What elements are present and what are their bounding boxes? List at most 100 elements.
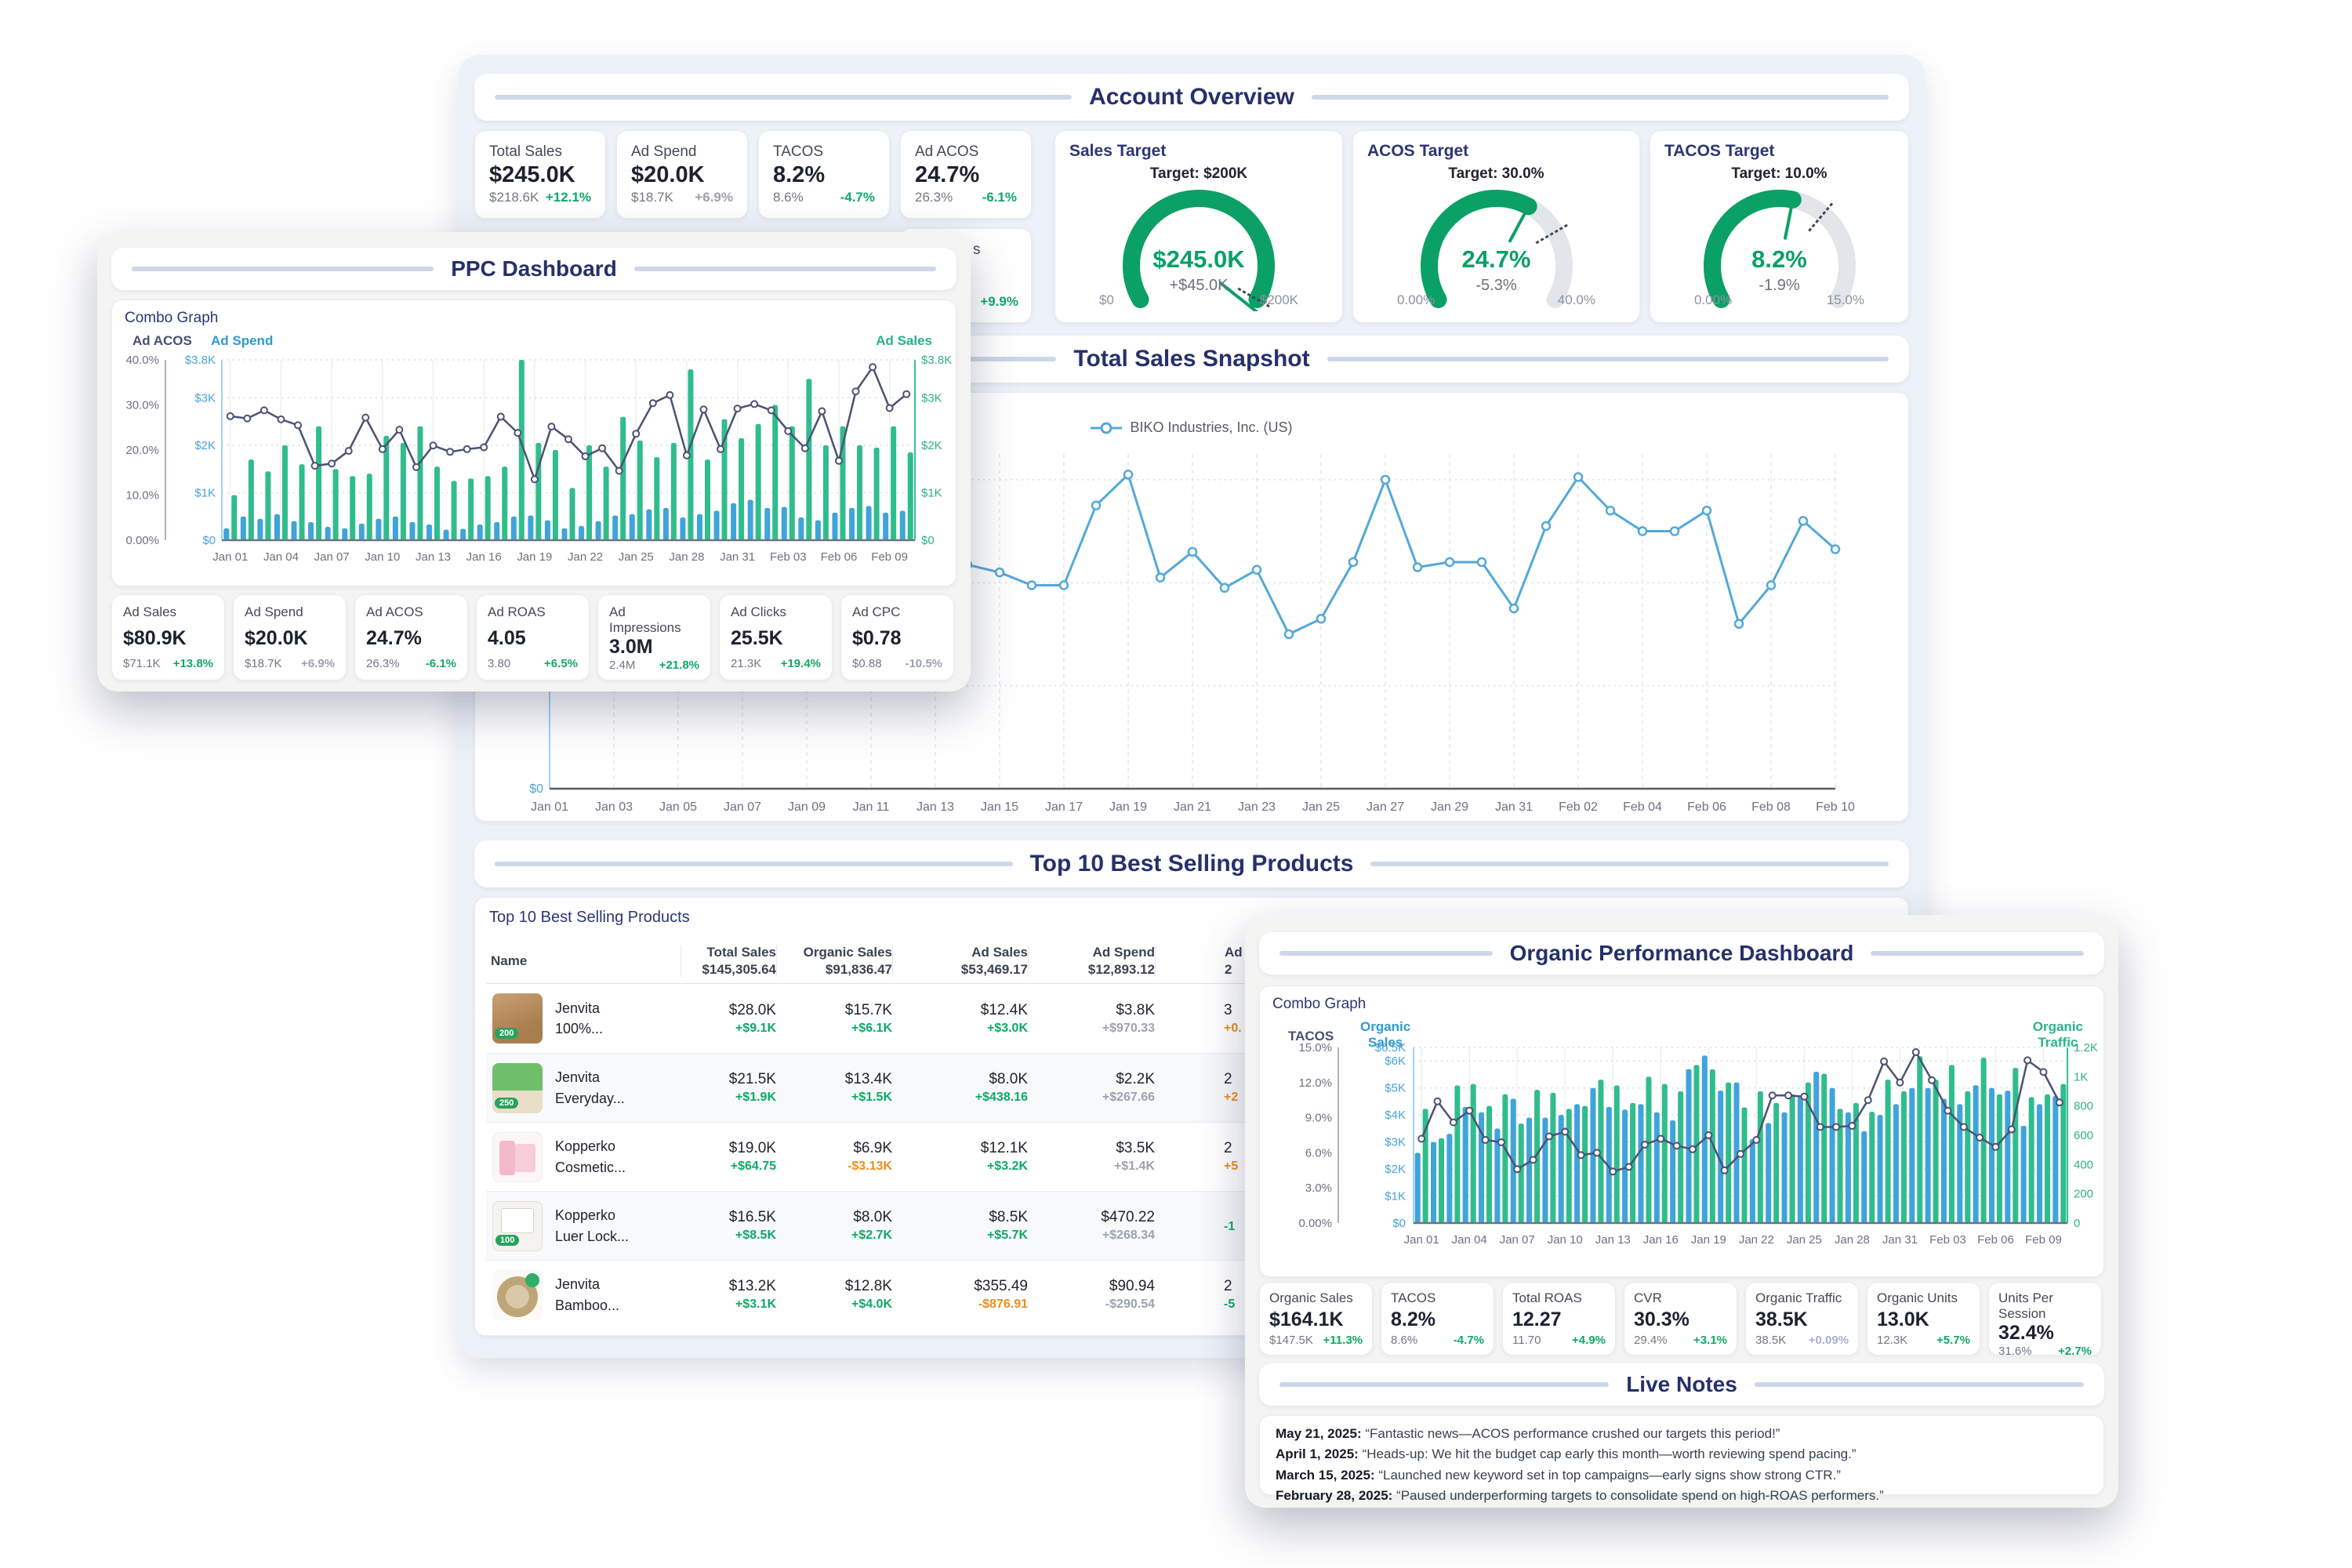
svg-text:Jan 13: Jan 13 (916, 800, 954, 814)
cell-delta: +0. (1224, 1021, 1242, 1035)
kpi-change: +2.7% (2058, 1345, 2092, 1358)
table-cell: $2.2K +$267.66 (1028, 1071, 1155, 1105)
svg-text:Jan 01: Jan 01 (212, 550, 248, 564)
account-overview-panel: Account Overview Total Sales $245.0K $218.… (459, 55, 1925, 1358)
svg-text:$4K: $4K (1385, 1109, 1406, 1122)
organic-combo-card: Combo Graph TACOS Organic Sales Organic … (1259, 985, 2104, 1277)
svg-text:Jan 22: Jan 22 (568, 550, 603, 564)
table-cell: $6.9K -$3.13K (776, 1140, 892, 1174)
gauge-max-label: 15.0% (1826, 292, 1864, 307)
kpi-label: TACOS (773, 143, 824, 160)
svg-text:Jan 28: Jan 28 (1835, 1233, 1870, 1247)
svg-text:Jan 19: Jan 19 (1109, 800, 1147, 814)
product-thumbnail (492, 1131, 543, 1182)
gauge-target-label: Target: 10.0% (1731, 165, 1828, 182)
svg-text:Jan 28: Jan 28 (669, 550, 704, 564)
gauge-delta: +$45.0K (1169, 277, 1229, 294)
kpi-card-total-sales: Total Sales $245.0K $218.6K +12.1% (474, 130, 606, 219)
gauge-min-label: 0.00% (1397, 292, 1436, 307)
kpi-partial-label-fragment: s (973, 241, 981, 258)
kpi-label: Ad Spend (245, 604, 303, 619)
top10-card-title: Top 10 Best Selling Products (489, 909, 690, 926)
header-line-left (1279, 951, 1493, 956)
cell-delta: +$5.7K (986, 1229, 1028, 1242)
table-cell: 2 +2 (1155, 1071, 1312, 1105)
kpi-card-organic-traffic: Organic Traffic 38.5K 38.5K +0.09% (1745, 1282, 1859, 1356)
cell-delta: +$268.34 (1102, 1229, 1155, 1242)
header-line-left (495, 862, 1013, 866)
svg-text:$1K: $1K (194, 486, 216, 499)
column-header-name[interactable]: Name (486, 946, 681, 977)
column-header-total-sales[interactable]: Total Sales $145,305.64 (681, 945, 776, 977)
column-label: Organic Sales (803, 945, 892, 960)
table-row-kopperko[interactable]: Kopperko Cosmetic... $19.0K +$64.75 $6.9K -$3… (486, 1122, 1897, 1191)
cell-delta: +2 (1224, 1091, 1239, 1104)
column-header-organic-sales[interactable]: Organic Sales $91,836.47 (776, 945, 892, 977)
svg-text:Jan 25: Jan 25 (1787, 1233, 1822, 1247)
table-row-jenvita[interactable]: 200 Jenvita 100%... $28.0K +$9.1K $15.7K +$6.1… (486, 984, 1897, 1053)
organic-legend-traffic[interactable]: Organic Traffic (2032, 1019, 2083, 1050)
kpi-card-tacos: TACOS 8.2% 8.6% -4.7% (1381, 1282, 1494, 1356)
svg-text:20.0%: 20.0% (125, 444, 159, 457)
kpi-prev-value: $18.7K (245, 657, 282, 670)
cell-value: $355.49 (974, 1278, 1028, 1294)
pack-count-badge: 250 (495, 1097, 519, 1109)
table-cell: $3.5K +$1.4K (1028, 1140, 1155, 1174)
product-name: Jenvita Everyday... (555, 1069, 625, 1106)
ppc-combo-card: Combo Graph Ad ACOS Ad Spend Ad Sales 0.… (111, 299, 956, 586)
svg-text:$3K: $3K (1385, 1136, 1406, 1149)
organic-legend-tacos[interactable]: TACOS (1288, 1029, 1334, 1044)
svg-text:Feb 03: Feb 03 (1929, 1233, 1966, 1247)
snapshot-legend-label: BIKO Industries, Inc. (US) (1130, 419, 1293, 435)
svg-text:Jan 31: Jan 31 (1882, 1233, 1918, 1247)
column-label: Ad Spend (1092, 945, 1155, 960)
ppc-legend-ad-spend[interactable]: Ad Spend (211, 333, 274, 348)
cell-delta: -1 (1224, 1220, 1236, 1233)
gauge-max-label: 40.0% (1557, 292, 1595, 307)
svg-text:Jan 17: Jan 17 (1045, 800, 1083, 814)
table-cell: $8.0K +$438.16 (892, 1071, 1028, 1105)
kpi-prev-value: 2.4M (609, 659, 636, 672)
kpi-label: Ad ROAS (488, 604, 546, 619)
kpi-prev-value: 8.6% (1391, 1334, 1418, 1347)
cell-value: $12.8K (844, 1278, 892, 1294)
snapshot-legend[interactable]: BIKO Industries, Inc. (US) (475, 419, 1908, 436)
table-cell: $90.94 -$290.54 (1028, 1278, 1155, 1312)
ppc-legend-ad-acos[interactable]: Ad ACOS (132, 333, 192, 348)
table-cell: $28.0K +$9.1K (681, 1002, 776, 1036)
ppc-legend-ad-sales[interactable]: Ad Sales (876, 333, 932, 348)
kpi-label: Total Sales (489, 143, 562, 160)
kpi-value: 3.0M (609, 636, 653, 658)
kpi-change: +11.3% (1323, 1334, 1363, 1347)
table-row-jenvita[interactable]: Jenvita Bamboo... $13.2K +$3.1K $12.8K +$4.0K… (486, 1260, 1897, 1329)
kpi-label: Units Per Session (1998, 1290, 2053, 1321)
organic-legend-sales[interactable]: Organic Sales (1360, 1019, 1411, 1050)
header-line-right (1370, 862, 1889, 866)
kpi-value: 24.7% (915, 162, 980, 187)
live-note: April 1, 2025: “Heads-up: We hit the bud… (1276, 1446, 1857, 1462)
organic-header: Organic Performance Dashboard (1259, 932, 2104, 975)
cell-delta: -$290.54 (1105, 1298, 1155, 1311)
gauge-title: Sales Target (1069, 142, 1167, 160)
kpi-value: $20.0K (245, 627, 308, 649)
kpi-card-ad-spend: Ad Spend $20.0K $18.7K +6.9% (233, 594, 347, 681)
svg-text:Jan 11: Jan 11 (853, 800, 890, 814)
kpi-value: 8.2% (1391, 1308, 1436, 1330)
column-header-ad-sales[interactable]: Ad Sales $53,469.17 (892, 945, 1028, 977)
svg-text:0: 0 (2074, 1217, 2080, 1230)
svg-text:Feb 06: Feb 06 (821, 550, 858, 564)
cell-delta: +$6.1K (851, 1021, 892, 1035)
table-cell: $3.8K +$970.33 (1028, 1002, 1155, 1036)
column-total: $91,836.47 (825, 961, 892, 977)
kpi-prev-value: 26.3% (915, 190, 953, 205)
top10-table-header: Name Total Sales $145,305.64 Organic Sales $… (486, 938, 1897, 984)
column-header-ad-spend[interactable]: Ad Spend $12,893.12 (1028, 945, 1155, 977)
cell-value: $3.8K (1116, 1001, 1155, 1018)
live-note: March 15, 2025: “Launched new keyword se… (1276, 1467, 1841, 1483)
live-note: February 28, 2025: “Paused underperformi… (1276, 1488, 1884, 1504)
svg-text:Feb 06: Feb 06 (1687, 800, 1726, 814)
kpi-card-ad-cpc: Ad CPC $0.78 $0.88 -10.5% (840, 594, 954, 681)
kpi-prev-value: 38.5K (1755, 1334, 1787, 1347)
product-thumbnail: 100 (492, 1200, 543, 1251)
table-cell: $355.49 -$876.91 (892, 1278, 1028, 1312)
